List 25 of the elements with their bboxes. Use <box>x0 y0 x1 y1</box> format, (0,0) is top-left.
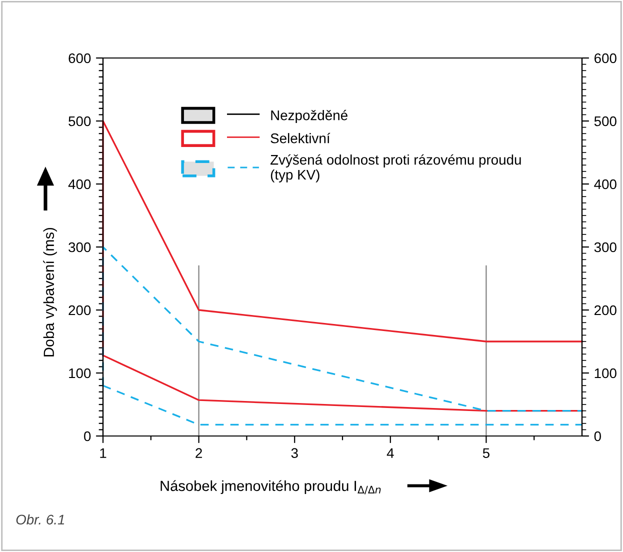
y-axis-title: Doba vybavení (ms) <box>43 228 57 356</box>
y2-tick-label: 100 <box>594 368 616 378</box>
y-tick-label: 0 <box>84 431 91 442</box>
y-tick-label: 400 <box>68 179 91 190</box>
x-tick-label: 2 <box>196 448 202 458</box>
y-tick-label: 100 <box>69 368 91 378</box>
y2-tick-label: 600 <box>594 53 616 64</box>
y2-tick-label: 200 <box>594 305 616 316</box>
text: Obr. 6.1 <box>16 514 64 525</box>
x-axis-title: Násobek jmenovitého proudu I$_{Δ/Δn}$ <box>160 480 381 494</box>
y-tick-label: 500 <box>68 116 91 126</box>
legend-label: Zvýšená odolnost proti rázovému proudu (typ KV) <box>270 154 521 182</box>
x-tick-label: 3 <box>291 448 298 458</box>
y-tick-label: 200 <box>68 305 91 316</box>
y-tick-label: 300 <box>68 242 91 252</box>
x-tick-label: 5 <box>482 448 490 458</box>
y2-tick-label: 0 <box>594 431 601 442</box>
legend-label: Nezpožděné <box>271 110 348 123</box>
x-tick-label: 1 <box>100 448 106 458</box>
x-tick-label: 4 <box>386 448 394 458</box>
y2-tick-label: 400 <box>594 179 616 190</box>
y2-tick-label: 500 <box>594 116 616 126</box>
legend-label: Selektivní <box>270 132 330 144</box>
y-tick-label: 600 <box>68 53 91 64</box>
y2-tick-label: 300 <box>594 242 616 252</box>
